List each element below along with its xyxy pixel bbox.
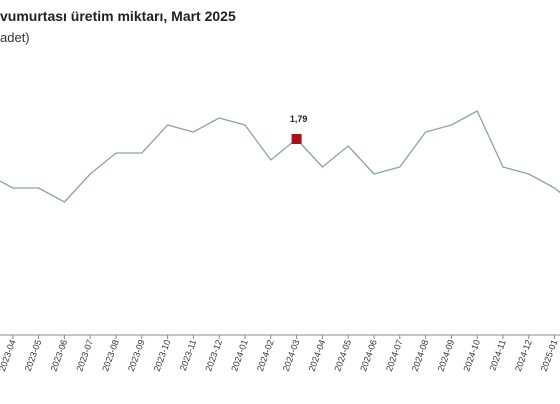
x-tick-label: 2023-11: [178, 338, 198, 372]
data-point: [165, 123, 170, 128]
data-point: [397, 165, 402, 170]
data-point: [501, 165, 506, 170]
series-line: [0, 110, 560, 203]
data-point: [62, 200, 67, 205]
data-point: [526, 172, 531, 177]
data-point: [372, 172, 377, 177]
data-point: [139, 151, 144, 156]
data-point: [320, 165, 325, 170]
data-point: [552, 186, 557, 191]
x-tick-label: 2024-04: [307, 338, 328, 372]
x-tick-label: 2024-09: [436, 338, 457, 372]
chart-title: vumurtası üretim miktarı, Mart 2025: [0, 8, 236, 24]
x-tick-label: 2023-08: [100, 338, 121, 372]
data-point: [88, 172, 93, 177]
x-tick-label: 2024-10: [461, 338, 482, 372]
data-point: [10, 186, 15, 191]
data-point: [114, 151, 119, 156]
chart-subtitle: adet): [0, 30, 30, 45]
data-point: [475, 109, 480, 114]
x-tick-label: 2023-04: [0, 338, 18, 372]
x-tick-label: 2023-07: [74, 338, 95, 372]
x-tick-label: 2024-01: [229, 338, 250, 372]
data-point: [191, 130, 196, 135]
x-tick-label: 2025-01: [539, 338, 560, 372]
data-point: [243, 123, 248, 128]
highlight-marker: [291, 134, 302, 144]
data-point: [423, 130, 428, 135]
x-tick-label: 2024-05: [332, 338, 353, 372]
data-point: [217, 116, 222, 121]
x-tick-label: 2023-12: [203, 338, 224, 372]
x-tick-label: 2024-12: [513, 338, 534, 372]
highlight-data-label: 1,79: [290, 114, 308, 124]
x-tick-label: 2023-05: [23, 338, 44, 372]
x-tick-label: 2024-02: [255, 338, 276, 372]
data-point: [346, 144, 351, 149]
x-tick-label: 2023-06: [49, 338, 70, 372]
x-tick-label: 2024-03: [281, 338, 302, 372]
x-tick-label: 2024-06: [358, 338, 379, 372]
x-tick-label: 2024-07: [384, 338, 405, 372]
x-tick-label: 2024-08: [410, 338, 431, 372]
data-point: [449, 123, 454, 128]
data-point: [36, 186, 41, 191]
x-tick-label: 2023-09: [126, 338, 147, 372]
x-tick-label: 2023-10: [152, 338, 173, 372]
data-point: [268, 158, 273, 163]
x-tick-label: 2024-11: [487, 338, 507, 372]
